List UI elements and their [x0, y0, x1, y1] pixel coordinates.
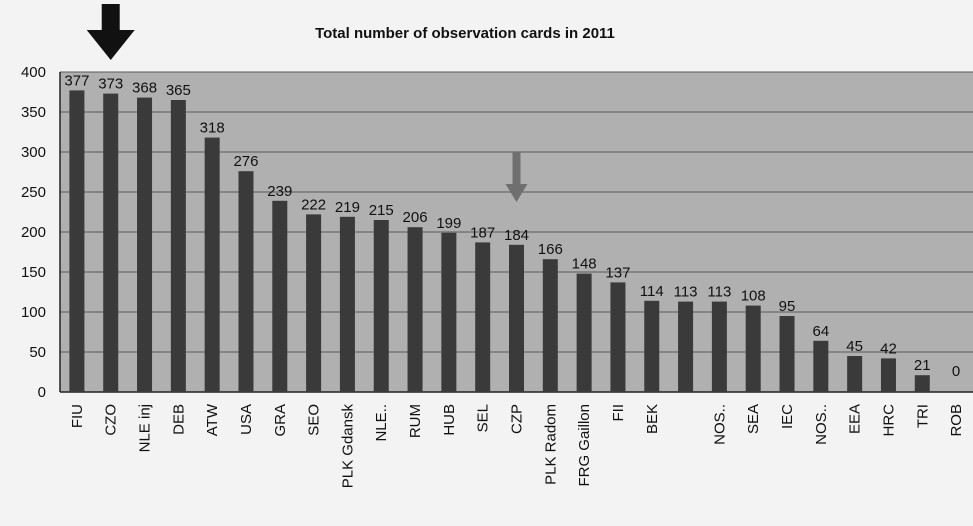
bar — [880, 358, 896, 392]
x-tick-label: USA — [238, 404, 255, 435]
data-label: 113 — [707, 284, 731, 301]
data-label: 108 — [741, 288, 766, 305]
data-label: 215 — [369, 202, 394, 219]
x-tick-label: BEK — [644, 404, 661, 434]
data-label: 45 — [846, 338, 863, 355]
x-tick-label: ROB — [948, 404, 965, 437]
x-tick-label: HUB — [441, 404, 458, 436]
x-tick-label: PLK Gdansk — [339, 404, 356, 489]
bar — [272, 200, 288, 392]
data-label: 184 — [504, 227, 529, 244]
data-label: 373 — [98, 76, 123, 93]
bar — [373, 220, 389, 392]
bar — [509, 244, 524, 392]
data-label: 368 — [132, 80, 157, 97]
x-tick-label: NLE inj — [137, 404, 154, 452]
bar — [745, 305, 761, 392]
x-tick-label: SEL — [475, 404, 492, 432]
bar — [306, 214, 322, 392]
y-tick-label: 100 — [21, 304, 46, 321]
y-tick-label: 150 — [21, 264, 46, 281]
bar — [204, 137, 220, 392]
data-label: 318 — [200, 120, 225, 137]
bar — [576, 273, 592, 392]
x-tick-label: CZO — [103, 404, 120, 436]
data-label: 114 — [640, 283, 664, 300]
bar — [441, 232, 457, 392]
x-tick-label: ATW — [204, 403, 221, 436]
x-tick-label: HRC — [880, 404, 897, 437]
data-label: 377 — [64, 72, 89, 89]
data-label: 239 — [267, 183, 292, 200]
bar — [339, 216, 355, 392]
x-tick-label: CZP — [509, 404, 526, 434]
bar — [475, 242, 491, 392]
bar — [137, 97, 153, 392]
bar — [610, 282, 626, 392]
data-label: 166 — [538, 241, 563, 258]
bars — [69, 90, 930, 393]
bar — [813, 340, 829, 392]
data-label: 206 — [403, 209, 428, 226]
y-axis-ticks: 0 50 100 150 200 250 300 350 400 — [21, 64, 46, 401]
data-label: 365 — [166, 82, 191, 99]
data-label: 137 — [605, 264, 630, 281]
bar — [779, 316, 795, 392]
x-tick-label: NLE.. — [373, 404, 390, 442]
bar — [542, 259, 558, 392]
data-label: 222 — [301, 196, 326, 213]
down-arrow-icon — [86, 4, 135, 60]
y-tick-label: 200 — [21, 224, 46, 241]
bar — [711, 301, 727, 392]
data-label: 219 — [335, 199, 360, 216]
bar — [407, 227, 423, 392]
bar — [644, 300, 660, 392]
x-tick-label: FIU — [69, 404, 86, 428]
data-labels: 377 373 368 365 318 276 239 222 219 215 206 199 187 1… — [64, 72, 960, 380]
highlight-arrows — [86, 4, 528, 202]
data-label: 95 — [779, 298, 796, 315]
x-tick-label: IEC — [779, 404, 796, 429]
y-tick-label: 50 — [29, 344, 46, 361]
x-tick-label: EEA — [847, 404, 864, 434]
down-arrow-icon — [505, 152, 528, 202]
x-tick-label: SEA — [745, 404, 762, 434]
bar — [914, 375, 930, 392]
data-label: 42 — [880, 340, 897, 357]
data-label: 199 — [436, 215, 461, 232]
bar — [847, 356, 863, 392]
x-tick-label: SEO — [306, 404, 323, 436]
bar — [678, 301, 694, 392]
bar — [69, 90, 85, 393]
data-label: 187 — [470, 224, 495, 241]
bar — [103, 93, 119, 392]
bar — [238, 171, 254, 392]
data-label: 276 — [233, 153, 258, 170]
x-tick-label: FII — [610, 404, 627, 422]
x-tick-label: GRA — [272, 404, 289, 437]
y-tick-label: 350 — [21, 104, 46, 121]
x-tick-label: DEB — [170, 404, 187, 435]
x-tick-label: NOS.. — [813, 404, 830, 445]
x-axis-ticks: FIU CZO NLE inj DEB ATW USA GRA SEO PLK Gdansk NL… — [69, 403, 965, 488]
y-tick-label: 250 — [21, 184, 46, 201]
y-tick-label: 300 — [21, 144, 46, 161]
data-label: 64 — [812, 323, 829, 340]
x-tick-label: RUM — [407, 404, 424, 438]
x-tick-label: NOS.. — [711, 404, 728, 445]
x-tick-label: PLK Radom — [542, 404, 559, 485]
data-label: 148 — [572, 256, 597, 273]
data-label: 0 — [952, 363, 960, 380]
x-tick-label: TRI — [914, 404, 931, 428]
y-tick-label: 400 — [21, 64, 46, 81]
data-label: 113 — [674, 284, 698, 301]
data-label: 21 — [914, 357, 931, 374]
y-tick-label: 0 — [38, 384, 46, 401]
chart-title: Total number of observation cards in 201… — [315, 25, 615, 42]
x-tick-label: FRG Gaillon — [576, 404, 593, 487]
bar — [170, 100, 186, 392]
